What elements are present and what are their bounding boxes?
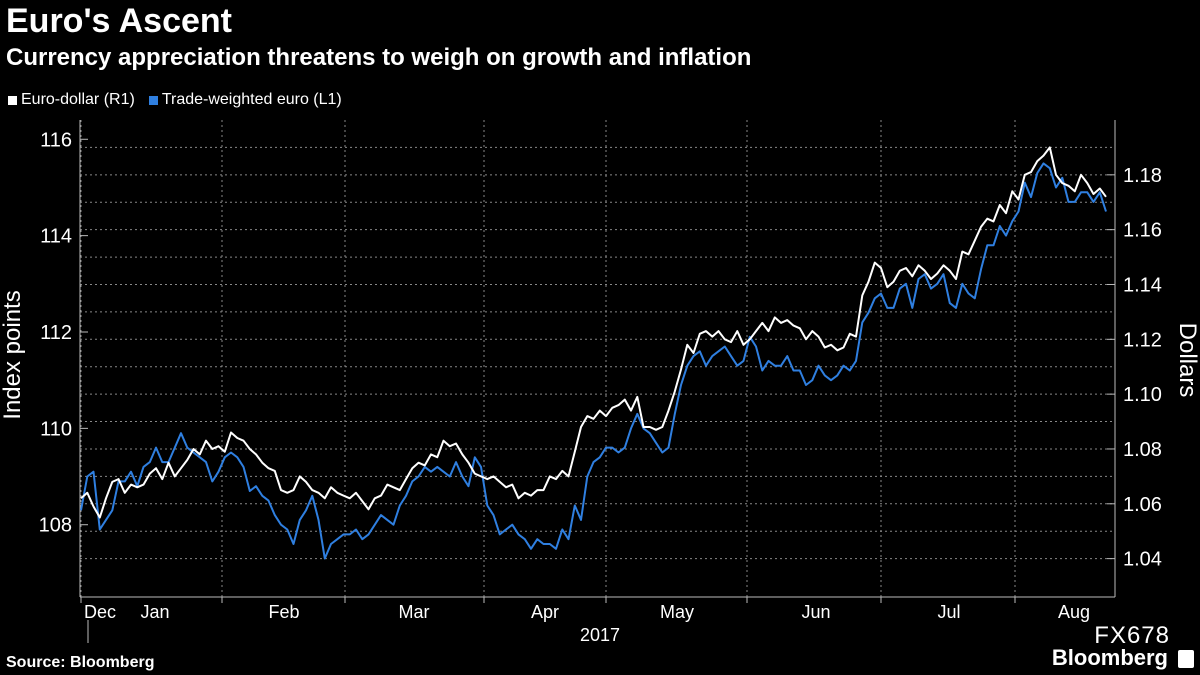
left-tick-label: 108 [39,515,72,537]
right-tick-label: 1.06 [1123,494,1162,516]
legend-item-eurodollar: Euro-dollar (R1) [8,91,135,109]
right-tick-label: 1.16 [1123,220,1162,242]
left-tick-label: 112 [40,322,72,344]
right-tick-label: 1.04 [1123,549,1162,571]
right-tick-label: 1.12 [1123,329,1162,351]
x-tick-label: Feb [268,602,299,622]
right-tick-label: 1.10 [1123,384,1162,406]
legend-label-twi: Trade-weighted euro (L1) [161,91,342,108]
source-note: Source: Bloomberg [6,654,155,671]
x-tick-label: Apr [531,602,559,622]
legend-item-twi: Trade-weighted euro (L1) [148,91,342,109]
chart-subtitle: Currency appreciation threatens to weigh… [6,44,752,71]
x-tick-label: Mar [399,602,430,622]
x-tick-label: Dec [84,602,116,622]
x-tick-label: Jun [801,602,830,622]
x-axis-year-label: 2017 [580,625,620,645]
chart-code: FX678 [1094,622,1170,649]
terminal-icon [1178,650,1194,668]
x-tick-label: Jul [937,602,960,622]
legend-label-eurodollar: Euro-dollar (R1) [21,91,135,108]
right-tick-label: 1.18 [1123,165,1162,187]
right-tick-label: 1.14 [1123,274,1162,296]
x-tick-label: Aug [1058,602,1090,622]
left-tick-label: 116 [40,129,72,151]
legend: Euro-dollar (R1) Trade-weighted euro (L1… [8,91,342,109]
chart-title: Euro's Ascent [6,2,232,40]
x-tick-label: Jan [140,602,169,622]
twi-series-line [80,162,1107,560]
eurodollar-series-line [80,146,1107,519]
right-axis-label: Dollars [1174,323,1200,398]
bloomberg-logo: Bloomberg [1051,645,1168,670]
left-tick-label: 110 [40,418,72,440]
left-axis-label: Index points [0,290,26,419]
x-tick-label: May [660,602,694,622]
legend-swatch-eurodollar [8,95,17,105]
right-tick-label: 1.08 [1123,439,1162,461]
left-tick-label: 114 [40,226,72,248]
legend-swatch-twi [148,95,158,105]
